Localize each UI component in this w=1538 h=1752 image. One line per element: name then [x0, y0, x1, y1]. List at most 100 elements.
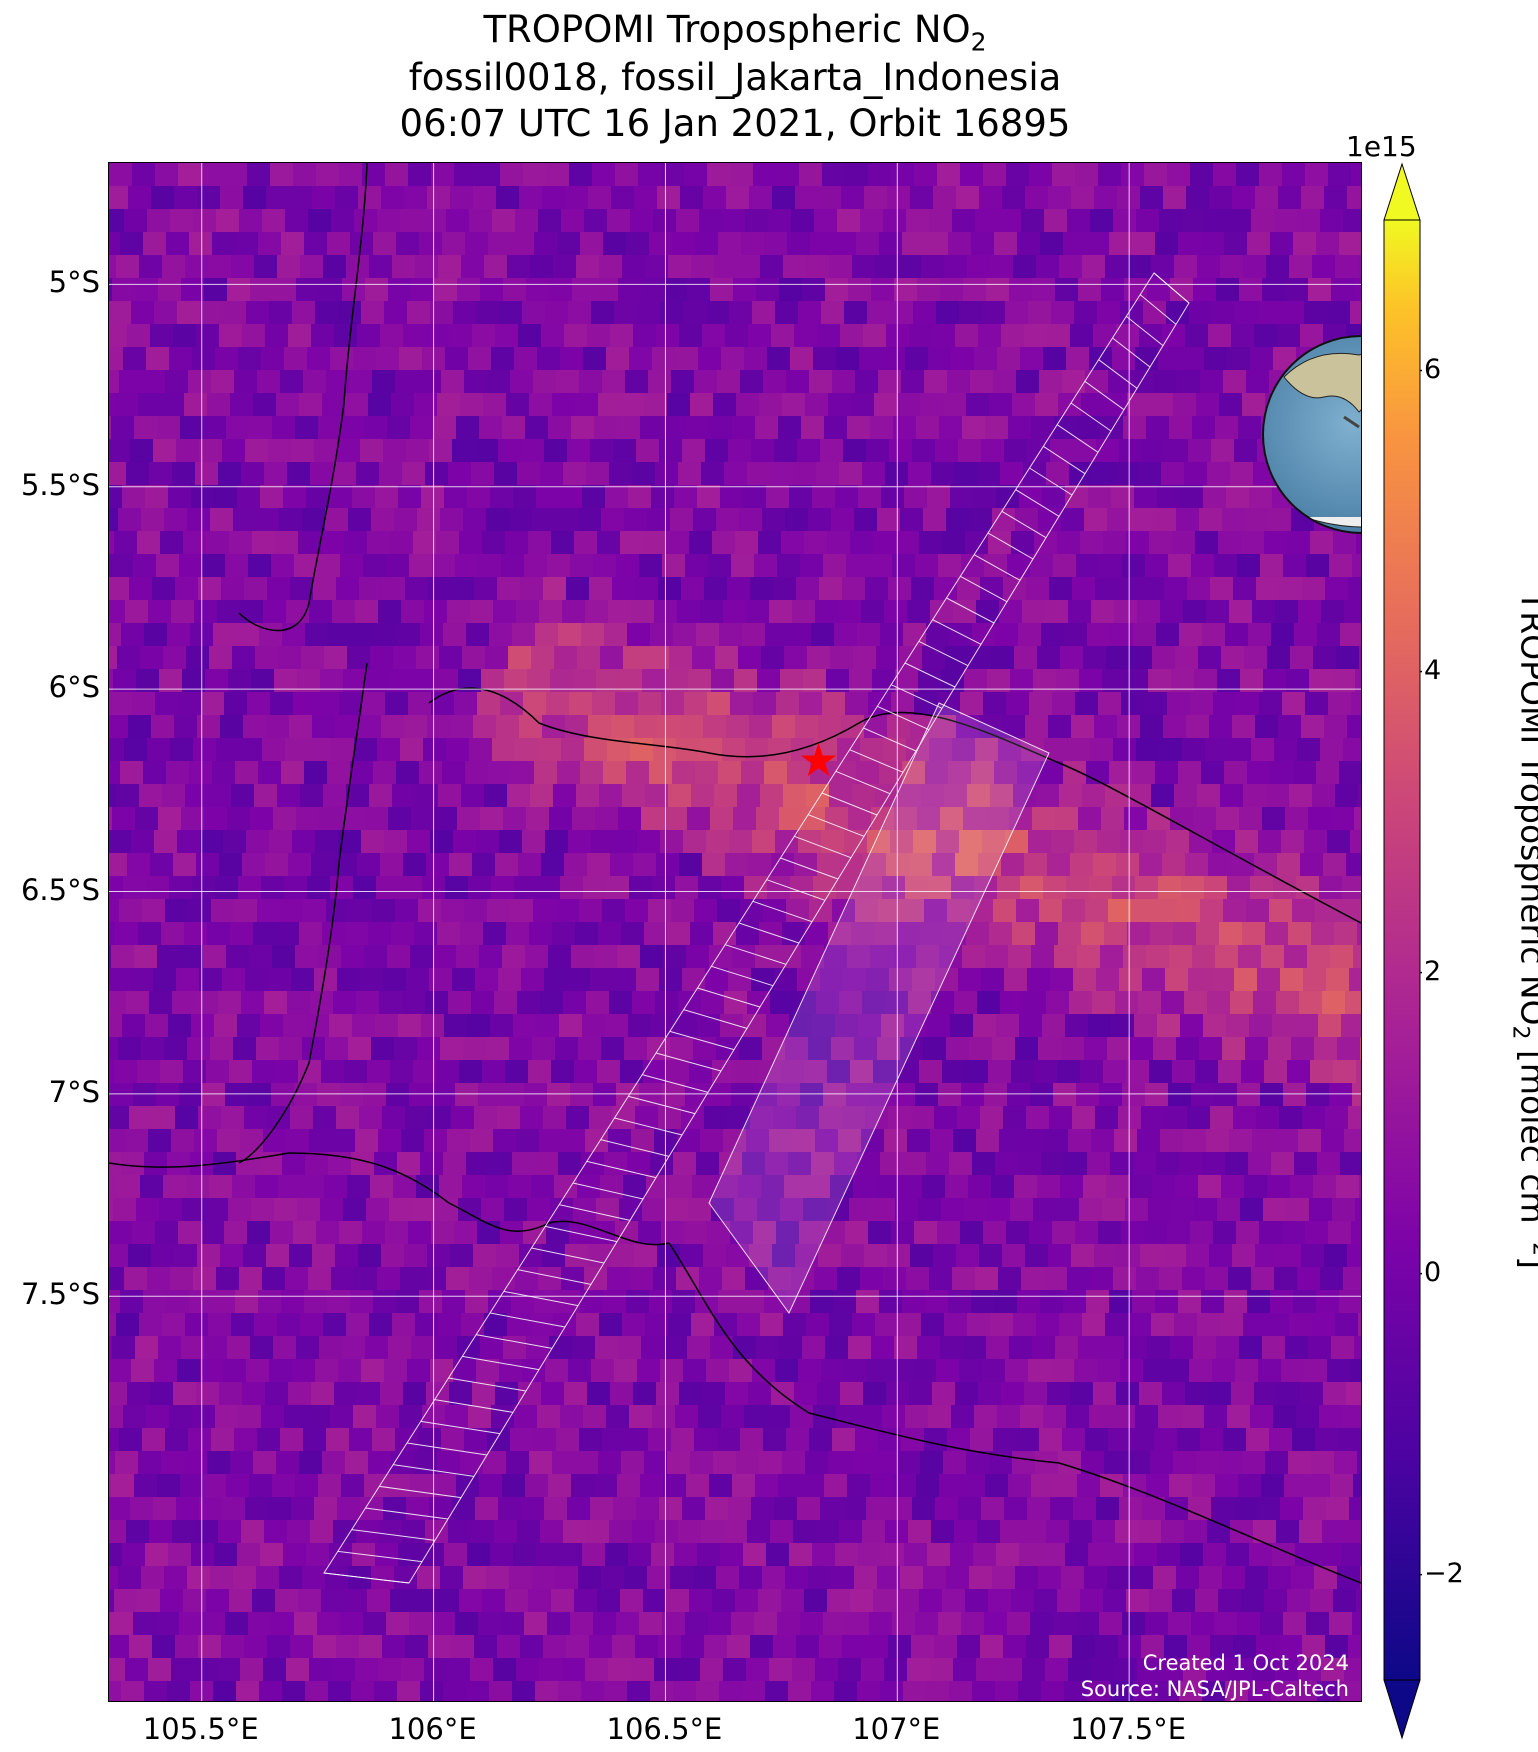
no2-pixel	[437, 1451, 461, 1475]
no2-pixel	[779, 807, 803, 831]
no2-pixel	[1108, 1428, 1132, 1452]
no2-pixel	[636, 439, 660, 463]
no2-pixel	[595, 807, 619, 831]
no2-pixel	[1185, 853, 1209, 877]
no2-pixel	[852, 255, 876, 279]
no2-pixel	[690, 1451, 714, 1475]
no2-pixel	[184, 393, 208, 417]
no2-pixel	[1277, 1382, 1301, 1406]
no2-pixel	[314, 968, 338, 992]
no2-pixel	[541, 1382, 565, 1406]
no2-pixel	[1244, 1175, 1268, 1199]
no2-pixel	[402, 462, 426, 486]
no2-pixel	[365, 1336, 389, 1360]
no2-pixel	[847, 416, 871, 440]
no2-pixel	[277, 784, 301, 808]
no2-pixel	[650, 1681, 674, 1701]
no2-pixel	[1232, 1244, 1256, 1268]
no2-pixel	[109, 1129, 126, 1153]
no2-pixel	[1126, 1060, 1150, 1084]
no2-pixel	[1255, 1244, 1279, 1268]
no2-pixel	[929, 209, 953, 233]
no2-pixel	[733, 278, 757, 302]
no2-pixel	[874, 393, 898, 417]
no2-pixel	[1186, 1244, 1210, 1268]
no2-pixel	[168, 485, 192, 509]
no2-pixel	[213, 623, 237, 647]
no2-pixel	[953, 1129, 977, 1153]
no2-pixel	[141, 508, 165, 532]
no2-pixel	[880, 623, 904, 647]
no2-pixel	[325, 1037, 349, 1061]
no2-pixel	[109, 922, 116, 946]
no2-pixel	[262, 1267, 286, 1291]
no2-pixel	[309, 600, 333, 624]
no2-pixel	[1007, 1612, 1031, 1636]
no2-pixel	[551, 1060, 575, 1084]
no2-pixel	[981, 439, 1005, 463]
no2-pixel	[148, 1658, 172, 1682]
no2-pixel	[1302, 1106, 1326, 1130]
no2-pixel	[492, 1267, 516, 1291]
no2-pixel	[413, 531, 437, 555]
no2-pixel	[181, 1336, 205, 1360]
no2-pixel	[1216, 278, 1240, 302]
no2-pixel	[692, 1175, 716, 1199]
no2-pixel	[272, 1474, 296, 1498]
no2-pixel	[1123, 416, 1147, 440]
no2-pixel	[943, 1451, 967, 1475]
no2-pixel	[748, 324, 772, 348]
no2-pixel	[869, 1612, 893, 1636]
no2-pixel	[163, 1175, 187, 1199]
no2-pixel	[687, 807, 711, 831]
no2-pixel	[955, 324, 979, 348]
colorbar-top-extend	[1383, 162, 1421, 221]
no2-pixel	[1132, 761, 1156, 785]
no2-pixel	[404, 1244, 428, 1268]
no2-pixel	[1342, 1405, 1361, 1429]
no2-pixel	[174, 715, 198, 739]
no2-pixel	[990, 1313, 1014, 1337]
no2-pixel	[947, 899, 971, 923]
no2-pixel	[1055, 807, 1079, 831]
no2-pixel	[1014, 1175, 1038, 1199]
no2-pixel	[1037, 646, 1061, 670]
swath-line	[711, 965, 774, 987]
lon-tick-label: 107.5°E	[1070, 1712, 1187, 1746]
no2-pixel	[514, 876, 538, 900]
swath-line	[1056, 424, 1099, 453]
no2-pixel	[1027, 968, 1051, 992]
no2-pixel	[612, 1635, 636, 1659]
no2-pixel	[823, 1612, 847, 1636]
lat-tick-label: 5°S	[48, 265, 100, 300]
no2-pixel	[599, 255, 623, 279]
no2-pixel	[674, 1543, 698, 1567]
no2-pixel	[286, 1658, 310, 1682]
swath-line	[766, 879, 826, 901]
no2-pixel	[412, 1198, 436, 1222]
no2-pixel	[648, 1428, 672, 1452]
no2-pixel	[504, 1198, 528, 1222]
no2-pixel	[223, 830, 247, 854]
no2-pixel	[179, 1612, 203, 1636]
no2-pixel	[1320, 738, 1344, 762]
no2-pixel	[585, 1658, 609, 1682]
no2-pixel	[319, 1336, 343, 1360]
no2-pixel	[340, 1083, 364, 1107]
no2-pixel	[731, 1612, 755, 1636]
no2-pixel	[433, 945, 457, 969]
no2-pixel	[1153, 1566, 1177, 1590]
no2-pixel	[426, 853, 450, 877]
no2-pixel	[1296, 876, 1320, 900]
no2-pixel	[681, 577, 705, 601]
no2-pixel	[982, 830, 1006, 854]
no2-pixel	[1226, 1014, 1250, 1038]
no2-pixel	[1186, 715, 1210, 739]
no2-pixel	[1213, 1221, 1237, 1245]
no2-pixel	[699, 738, 723, 762]
no2-pixel	[125, 1129, 149, 1153]
no2-pixel	[571, 945, 595, 969]
no2-pixel	[168, 1014, 192, 1038]
no2-pixel	[473, 186, 497, 210]
no2-pixel	[212, 232, 236, 256]
